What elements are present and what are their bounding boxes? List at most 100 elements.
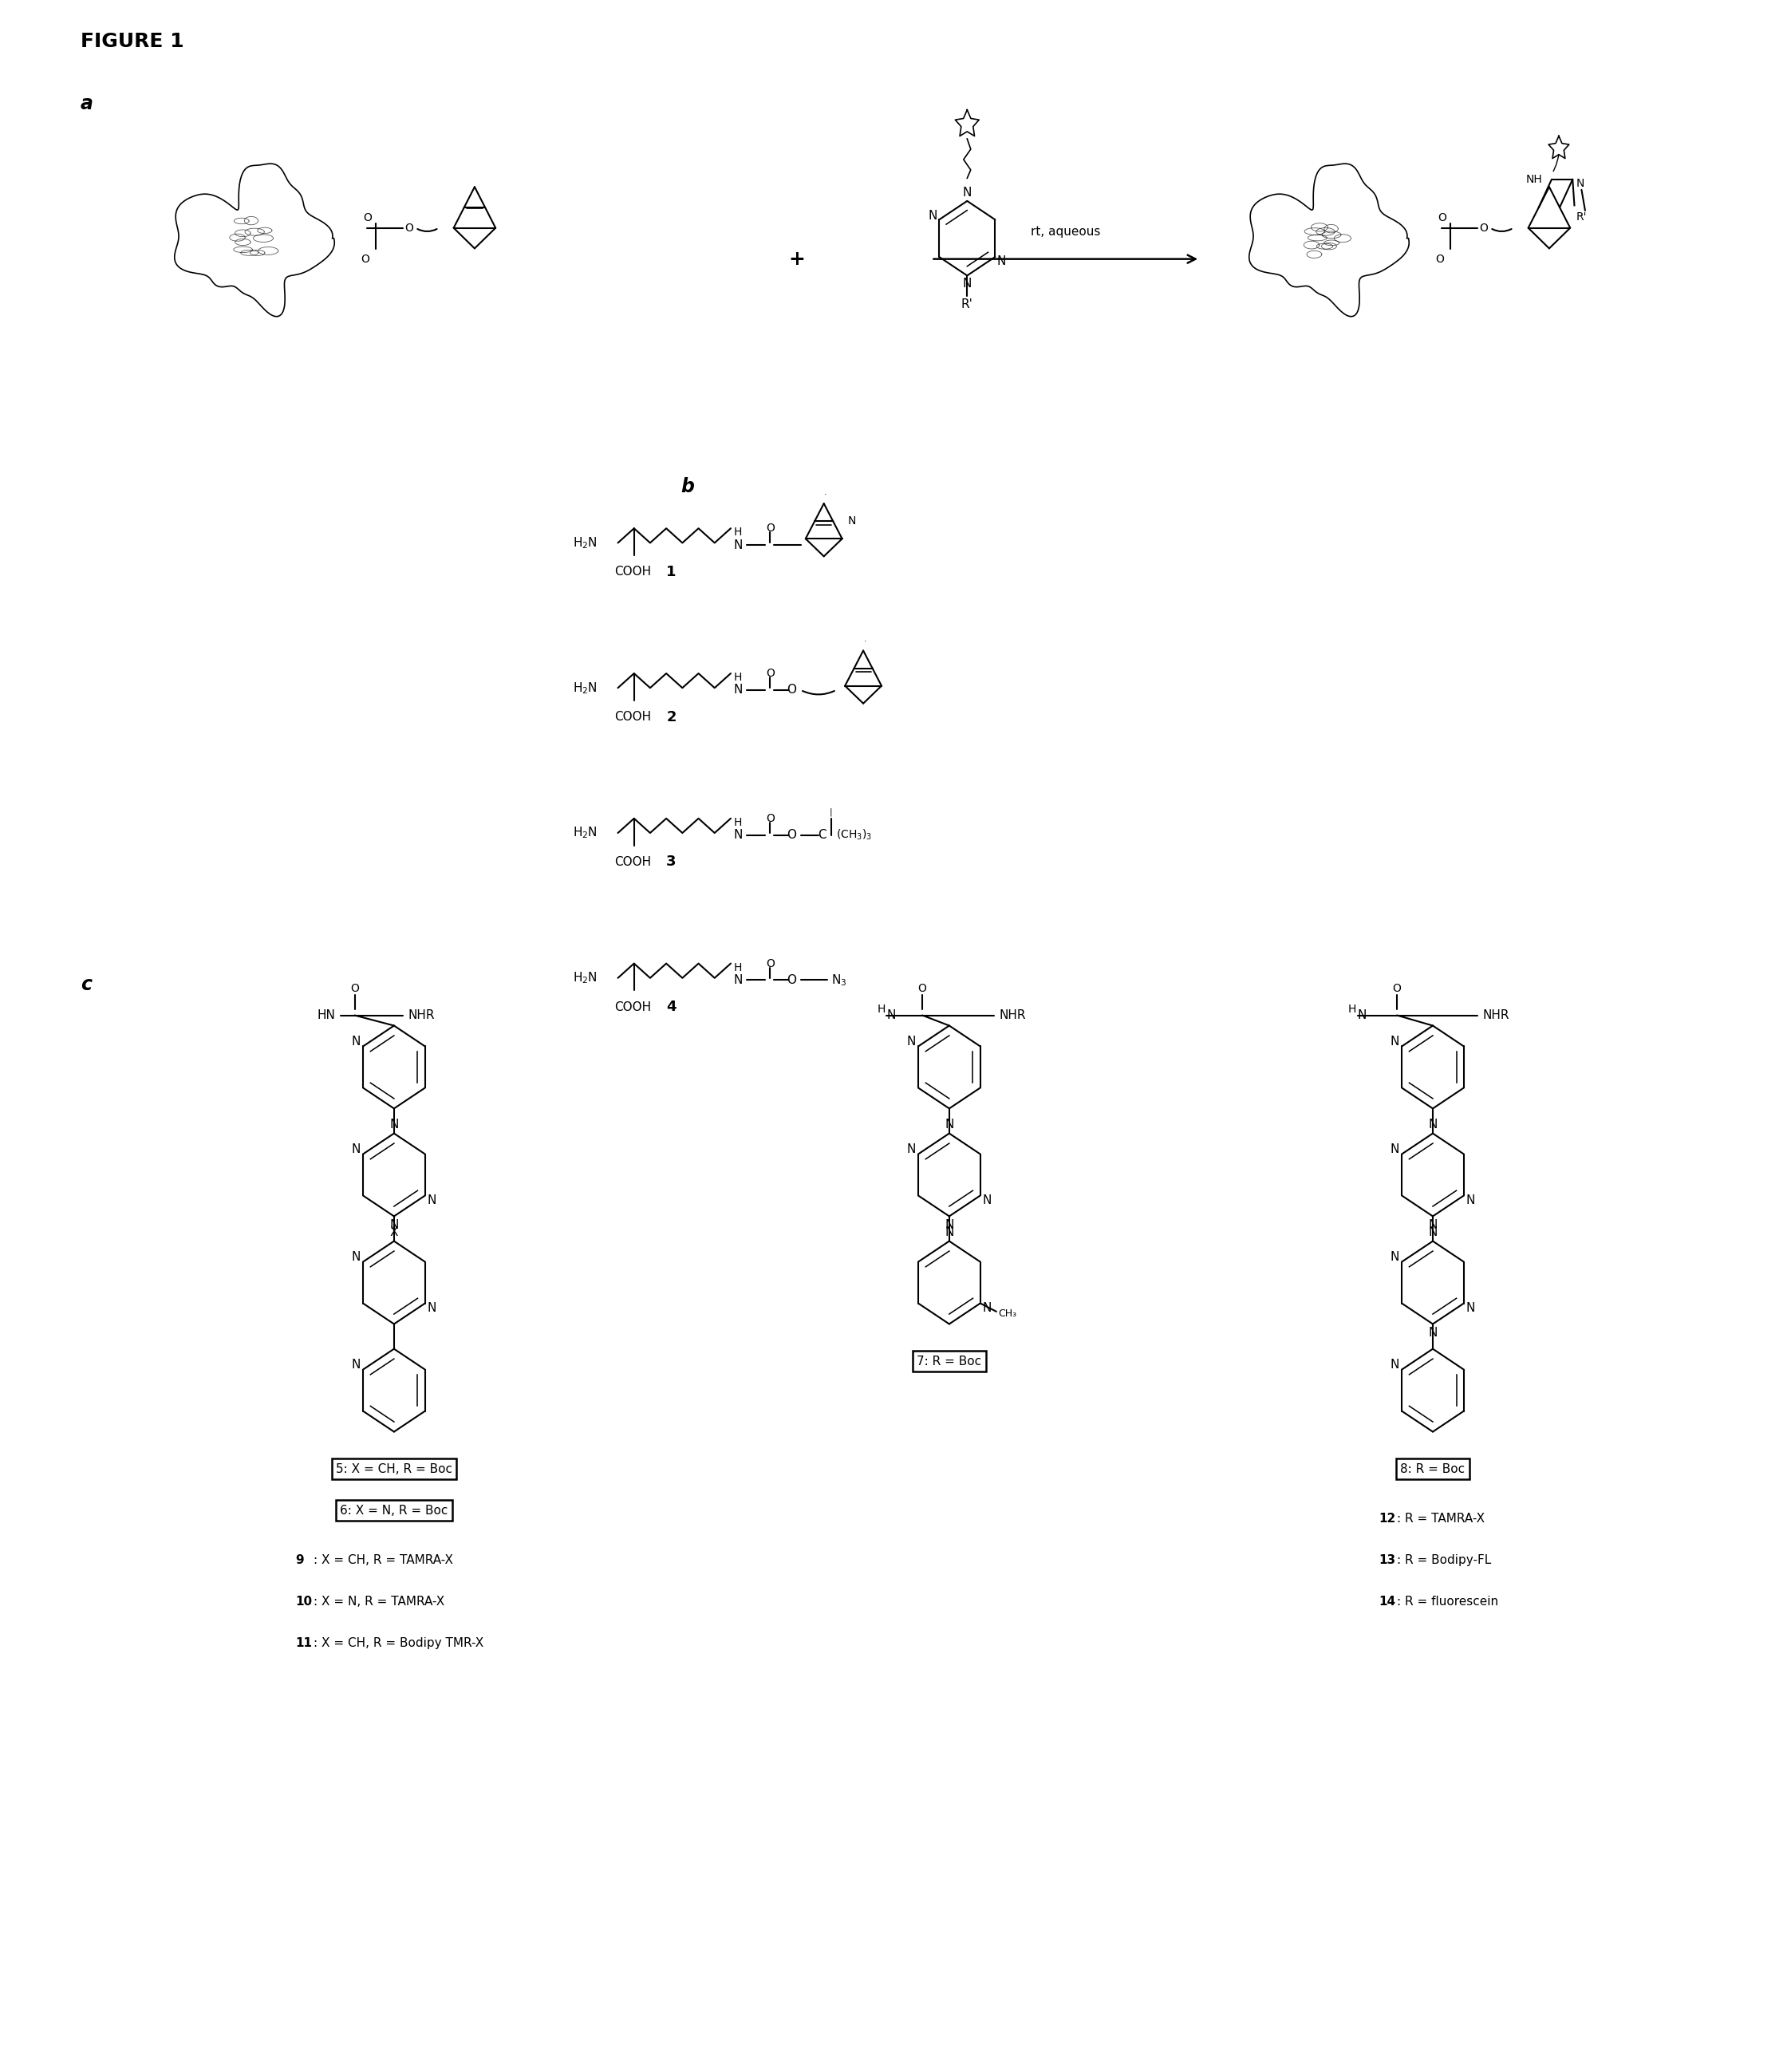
Text: : X = CH, R = TAMRA-X: : X = CH, R = TAMRA-X (313, 1554, 453, 1566)
Text: N: N (389, 1220, 399, 1231)
Text: N: N (906, 1144, 915, 1156)
Text: N: N (983, 1301, 992, 1314)
Text: N: N (1467, 1301, 1476, 1314)
Text: N: N (996, 255, 1007, 267)
Text: N: N (1390, 1036, 1399, 1048)
Text: R': R' (962, 298, 973, 311)
Text: 2: 2 (666, 711, 677, 723)
Text: 6: X = N, R = Boc: 6: X = N, R = Boc (340, 1504, 448, 1517)
Text: N: N (351, 1251, 360, 1264)
Text: X: X (390, 1227, 398, 1237)
Text: N: N (733, 684, 743, 696)
Text: |: | (829, 808, 833, 816)
Text: N: N (1390, 1251, 1399, 1264)
Text: O: O (362, 253, 369, 265)
Text: O: O (1436, 253, 1444, 265)
Text: N: N (944, 1220, 955, 1231)
Text: c: c (81, 974, 91, 995)
Text: C: C (818, 829, 826, 841)
Text: $\mathsf{(CH_3)_3}$: $\mathsf{(CH_3)_3}$ (836, 829, 872, 841)
Text: N: N (733, 829, 743, 841)
Text: N: N (428, 1301, 437, 1314)
Text: H: H (1349, 1003, 1356, 1015)
Text: N: N (351, 1036, 360, 1048)
Text: O: O (767, 812, 774, 825)
Text: O: O (786, 684, 797, 696)
Text: N: N (944, 1227, 955, 1237)
Text: H: H (734, 526, 741, 539)
Text: rt, aqueous: rt, aqueous (1032, 226, 1100, 238)
Text: N: N (1427, 1227, 1438, 1237)
Text: : R = fluorescein: : R = fluorescein (1397, 1595, 1499, 1608)
Text: 7: R = Boc: 7: R = Boc (917, 1355, 981, 1368)
Text: N: N (887, 1009, 896, 1021)
Text: N: N (351, 1359, 360, 1372)
Text: N: N (733, 974, 743, 986)
Text: $\mathsf{N_3}$: $\mathsf{N_3}$ (831, 972, 847, 988)
Text: O: O (767, 667, 774, 680)
Text: 11: 11 (296, 1637, 312, 1649)
Text: H: H (734, 671, 741, 684)
Text: NHR: NHR (1483, 1009, 1510, 1021)
Text: FIGURE 1: FIGURE 1 (81, 31, 184, 52)
Text: O: O (1438, 211, 1445, 224)
Text: $\mathsf{H_2N}$: $\mathsf{H_2N}$ (573, 680, 598, 696)
Text: O: O (351, 982, 358, 995)
Text: $\mathsf{H_2N}$: $\mathsf{H_2N}$ (573, 825, 598, 841)
Text: a: a (81, 93, 93, 114)
Text: R': R' (1576, 211, 1587, 222)
Text: N: N (1427, 1119, 1438, 1129)
Text: O: O (786, 974, 797, 986)
Text: H: H (878, 1003, 885, 1015)
Text: COOH: COOH (614, 1001, 652, 1013)
Text: COOH: COOH (614, 856, 652, 868)
Text: ·: · (824, 491, 827, 499)
Text: O: O (919, 982, 926, 995)
Text: 3: 3 (666, 856, 677, 868)
Text: COOH: COOH (614, 711, 652, 723)
Text: : X = N, R = TAMRA-X: : X = N, R = TAMRA-X (313, 1595, 444, 1608)
Text: HN: HN (317, 1009, 335, 1021)
Text: N: N (962, 186, 973, 199)
Text: 1: 1 (666, 566, 677, 578)
Text: N: N (944, 1119, 955, 1129)
Text: +: + (788, 249, 806, 269)
Text: O: O (786, 829, 797, 841)
Text: N: N (1576, 178, 1585, 189)
Text: : R = TAMRA-X: : R = TAMRA-X (1397, 1513, 1485, 1525)
Text: O: O (1479, 222, 1488, 234)
Text: 12: 12 (1379, 1513, 1395, 1525)
Text: O: O (767, 522, 774, 535)
Text: N: N (928, 209, 938, 222)
Text: $\mathsf{H_2N}$: $\mathsf{H_2N}$ (573, 535, 598, 551)
Text: b: b (681, 477, 695, 497)
Text: H: H (734, 816, 741, 829)
Text: N: N (962, 278, 973, 290)
Text: O: O (405, 222, 414, 234)
Text: 5: X = CH, R = Boc: 5: X = CH, R = Boc (335, 1463, 453, 1475)
Text: N: N (1358, 1009, 1367, 1021)
Text: N: N (1427, 1328, 1438, 1339)
Text: N: N (1467, 1193, 1476, 1206)
Text: N: N (428, 1193, 437, 1206)
Text: N: N (906, 1036, 915, 1048)
Text: NH: NH (1526, 174, 1542, 184)
Text: ·: · (863, 638, 867, 646)
Text: 4: 4 (666, 1001, 677, 1013)
Text: H: H (734, 961, 741, 974)
Text: N: N (733, 539, 743, 551)
Text: O: O (1393, 982, 1401, 995)
Text: N: N (983, 1193, 992, 1206)
Text: 14: 14 (1379, 1595, 1395, 1608)
Text: 9: 9 (296, 1554, 304, 1566)
Text: N: N (1390, 1144, 1399, 1156)
Text: $\mathsf{H_2N}$: $\mathsf{H_2N}$ (573, 970, 598, 986)
Text: 8: R = Boc: 8: R = Boc (1401, 1463, 1465, 1475)
Text: O: O (767, 957, 774, 970)
Text: COOH: COOH (614, 566, 652, 578)
Text: N: N (1427, 1220, 1438, 1231)
Text: : X = CH, R = Bodipy TMR-X: : X = CH, R = Bodipy TMR-X (313, 1637, 484, 1649)
Text: 10: 10 (296, 1595, 312, 1608)
Text: N: N (389, 1119, 399, 1129)
Text: : R = Bodipy-FL: : R = Bodipy-FL (1397, 1554, 1492, 1566)
